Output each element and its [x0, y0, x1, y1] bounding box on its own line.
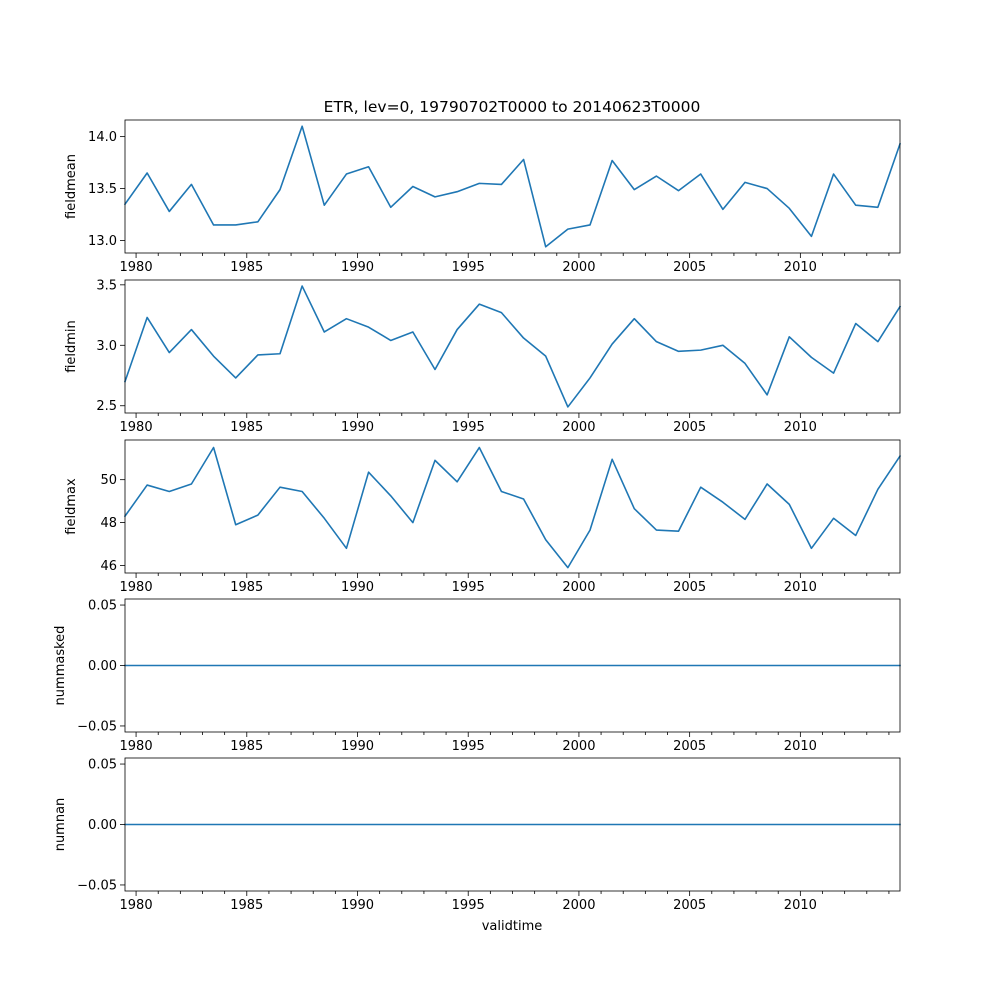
x-tick-label: 2005 [673, 420, 706, 435]
x-tick-label: 1980 [120, 898, 153, 913]
series-line-fieldmin [123, 285, 902, 408]
y-tick-label: 2.5 [96, 399, 117, 414]
x-tick-label: 1980 [120, 420, 153, 435]
x-tick-label: 2000 [562, 260, 595, 275]
x-tick-label: 1995 [452, 580, 485, 595]
x-tick-label: 1980 [120, 739, 153, 754]
x-tick-label: 1980 [120, 580, 153, 595]
y-axis-label-fieldmin: fieldmin [64, 320, 79, 373]
x-tick-label: 2005 [673, 580, 706, 595]
y-tick-label: 13.0 [88, 234, 117, 249]
y-axis-label-fieldmean: fieldmean [64, 154, 79, 219]
x-tick-label: 2005 [673, 739, 706, 754]
subplot-fieldmin: 1980 1985 1990 1995 2000 2005 2010 2.5 3.0 3.5 fie… [64, 278, 902, 435]
x-tick-label: 2000 [562, 420, 595, 435]
x-tick-label: 1995 [452, 260, 485, 275]
y-axis-label-numnan: numnan [53, 798, 68, 852]
y-tick-label: 13.5 [88, 182, 117, 197]
subplots: 1980 1985 1990 1995 2000 2005 2010 13.0 13.5 14.0… [53, 119, 902, 913]
y-tick-label: 50 [100, 473, 117, 488]
y-tick-label: 0.05 [88, 758, 117, 773]
y-tick-label: 0.00 [88, 818, 117, 833]
y-tick-label: 14.0 [88, 130, 117, 145]
x-tick-label: 2000 [562, 898, 595, 913]
x-tick-label: 1995 [452, 420, 485, 435]
y-tick-label: 0.05 [88, 599, 117, 614]
subplot-fieldmax: 1980 1985 1990 1995 2000 2005 2010 46 48 50 fieldm… [64, 439, 902, 595]
x-tick-label: 1995 [452, 739, 485, 754]
x-tick-label: 1990 [341, 580, 374, 595]
subplot-nummasked: 1980 1985 1990 1995 2000 2005 2010 −0.05 0.00 0.0… [53, 599, 901, 754]
y-tick-label: 48 [100, 516, 117, 531]
y-axis-label-nummasked: nummasked [53, 626, 68, 706]
x-tick-label: 1990 [341, 420, 374, 435]
y-axis-label-fieldmax: fieldmax [64, 478, 79, 535]
x-tick-label: 2010 [784, 420, 817, 435]
x-tick-label: 2005 [673, 260, 706, 275]
y-tick-label: −0.05 [77, 719, 117, 734]
x-tick-label: 2010 [784, 260, 817, 275]
x-tick-label: 1995 [452, 898, 485, 913]
series-line-fieldmax [123, 446, 902, 569]
x-tick-label: 2010 [784, 739, 817, 754]
x-tick-label: 2000 [562, 580, 595, 595]
x-tick-label: 1990 [341, 739, 374, 754]
axes-frame [124, 439, 901, 574]
x-tick-label: 1990 [341, 898, 374, 913]
x-tick-label: 1985 [230, 420, 263, 435]
x-tick-label: 1985 [230, 260, 263, 275]
x-tick-label: 1990 [341, 260, 374, 275]
subplot-numnan: 1980 1985 1990 1995 2000 2005 2010 −0.05 0.00 0.0… [53, 758, 901, 913]
y-tick-label: 0.00 [88, 659, 117, 674]
x-tick-label: 2010 [784, 898, 817, 913]
x-tick-label: 2005 [673, 898, 706, 913]
figure-title: ETR, lev=0, 19790702T0000 to 20140623T00… [324, 98, 701, 116]
y-tick-label: 3.5 [96, 278, 117, 293]
x-tick-label: 1985 [230, 898, 263, 913]
x-tick-label: 2010 [784, 580, 817, 595]
axes-frame [124, 279, 901, 414]
x-tick-label: 1985 [230, 580, 263, 595]
x-tick-label: 1980 [120, 260, 153, 275]
y-tick-label: −0.05 [77, 878, 117, 893]
y-tick-label: 46 [100, 559, 117, 574]
series-line-fieldmean [123, 125, 902, 248]
x-tick-label: 1985 [230, 739, 263, 754]
y-tick-label: 3.0 [96, 339, 117, 354]
x-axis-label: validtime [482, 919, 543, 934]
axes-frame [124, 119, 901, 254]
subplot-fieldmean: 1980 1985 1990 1995 2000 2005 2010 13.0 13.5 14.0… [64, 119, 902, 275]
x-tick-label: 2000 [562, 739, 595, 754]
